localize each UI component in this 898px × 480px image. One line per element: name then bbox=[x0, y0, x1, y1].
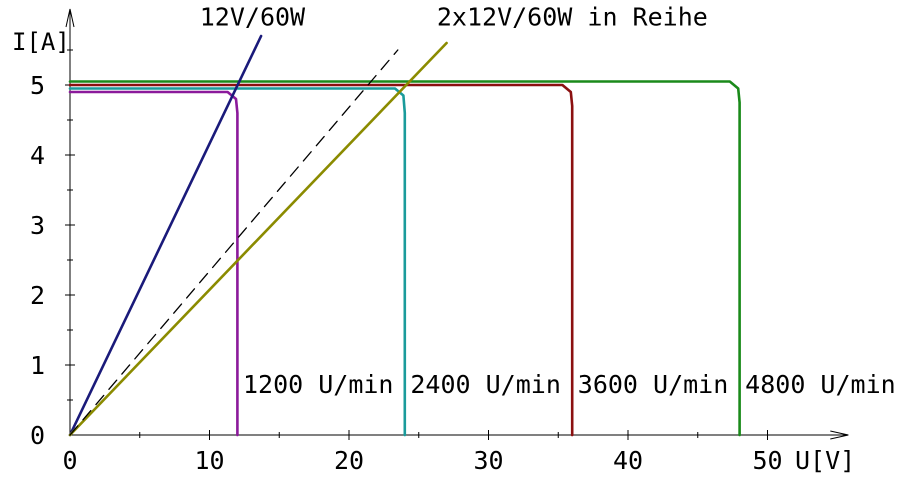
series-line-4 bbox=[68, 34, 263, 437]
y-axis-label: I[A] bbox=[12, 28, 70, 56]
y-tick-label: 0 bbox=[30, 421, 45, 450]
y-tick-label: 5 bbox=[30, 71, 45, 100]
annotation-label-5: 2x12V/60W in Reihe bbox=[437, 3, 708, 32]
x-axis-arrow bbox=[830, 430, 849, 440]
annotation-label-4: 12V/60W bbox=[200, 3, 306, 32]
annotation-label-2: 3600 U/min bbox=[578, 370, 729, 399]
x-tick-label: 0 bbox=[62, 446, 77, 475]
y-tick-label: 4 bbox=[30, 141, 45, 170]
y-axis-arrow bbox=[65, 8, 75, 28]
series-line-1 bbox=[68, 87, 407, 437]
series-line-5 bbox=[68, 41, 448, 437]
x-tick-label: 40 bbox=[613, 446, 643, 475]
annotation-label-3: 4800 U/min bbox=[745, 370, 896, 399]
annotation-label-1: 2400 U/min bbox=[410, 370, 561, 399]
x-tick-label: 50 bbox=[752, 446, 782, 475]
series-line-2 bbox=[68, 83, 574, 437]
x-axis-label: U[V] bbox=[795, 446, 855, 475]
axes bbox=[65, 8, 849, 440]
series-line-3 bbox=[68, 80, 741, 437]
y-tick-label: 1 bbox=[30, 351, 45, 380]
x-tick-label: 10 bbox=[194, 446, 224, 475]
dashed-reference-line bbox=[69, 49, 399, 436]
annotation-label-0: 1200 U/min bbox=[243, 370, 394, 399]
y-tick-label: 3 bbox=[30, 211, 45, 240]
x-tick-label: 20 bbox=[334, 446, 364, 475]
chart-labels: 0 10 20 30 40 50 0 1 2 3 4 5 I[A] U[V] 1200 U/min 2400 … bbox=[12, 3, 896, 476]
series-lines bbox=[68, 34, 741, 437]
ticks bbox=[65, 49, 768, 440]
series-line-0 bbox=[68, 90, 239, 437]
y-tick-label: 2 bbox=[30, 281, 45, 310]
x-tick-label: 30 bbox=[473, 446, 503, 475]
